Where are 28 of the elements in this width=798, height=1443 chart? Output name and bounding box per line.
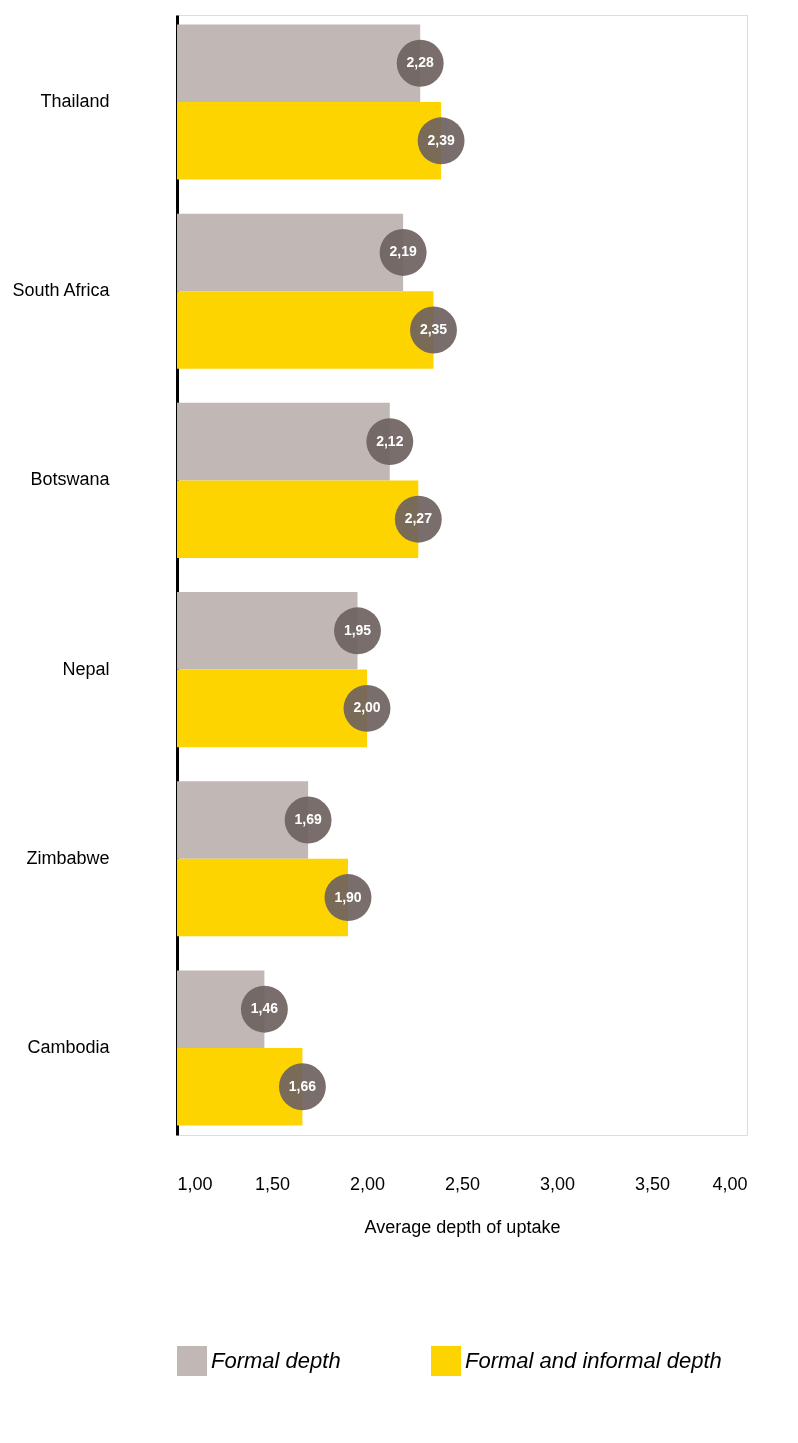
y-tick-label: Nepal [62,658,110,679]
y-tick-label: Zimbabwe [26,847,110,868]
data-label: 1,66 [288,1077,317,1094]
y-tick-label: Botswana [30,469,111,490]
data-label: 2,39 [427,131,455,148]
x-tick-label: 4,00 [712,1173,748,1194]
y-tick-label: Thailand [40,91,110,112]
data-label: 2,19 [389,243,417,260]
x-tick-label: 2,00 [349,1173,386,1194]
data-label: 1,95 [343,621,372,638]
x-tick-label: 2,50 [444,1173,481,1194]
data-label: 2,12 [376,432,404,449]
data-label: 1,69 [294,811,322,827]
data-label: 2,27 [404,510,433,527]
data-label: 2,35 [419,321,448,337]
legend-label: Formal and informal depth [465,1348,722,1373]
legend-label: Formal depth [211,1348,341,1373]
data-label: 2,28 [406,54,435,71]
x-axis-title: Average depth of uptake [364,1216,561,1237]
y-tick-label: Cambodia [27,1036,111,1057]
data-label: 1,90 [334,888,362,905]
x-tick-label: 3,50 [634,1173,671,1194]
x-tick-label: 1,00 [177,1173,213,1194]
data-label: 2,00 [353,699,381,716]
y-tick-label: South Africa [12,280,111,301]
x-tick-label: 1,50 [254,1173,291,1194]
data-label: 1,46 [250,1000,279,1017]
x-tick-label: 3,00 [539,1173,576,1194]
